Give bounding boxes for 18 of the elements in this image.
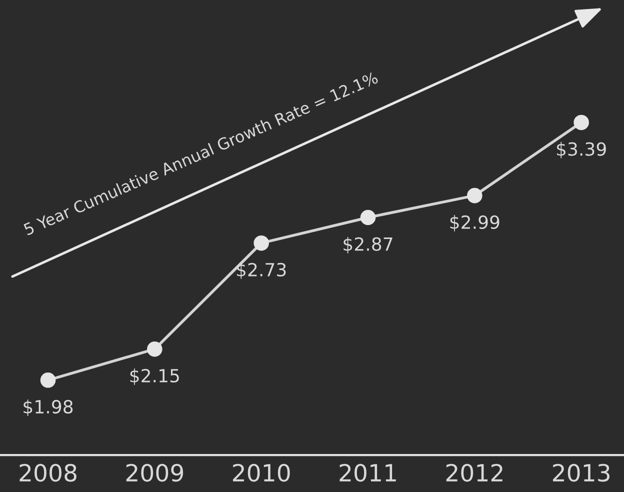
data-label: $2.87 xyxy=(344,236,392,254)
point xyxy=(40,372,56,388)
data-label: $1.98 xyxy=(24,400,73,416)
data-label: $2.99 xyxy=(450,215,500,232)
point xyxy=(147,341,162,357)
x-tick-label: 2009 xyxy=(126,464,184,482)
x-tick-label: 2010 xyxy=(233,464,290,482)
point xyxy=(360,210,376,226)
x-tick-label: 2012 xyxy=(446,464,502,482)
x-tick-label: 2011 xyxy=(340,464,396,482)
data-label: $2.15 xyxy=(130,368,179,385)
x-tick-label: 2013 xyxy=(553,464,610,482)
x-tick-label: 2008 xyxy=(20,464,76,482)
point xyxy=(574,114,589,130)
point xyxy=(254,235,269,251)
data-label: $3.39 xyxy=(556,142,606,158)
data-label: $2.73 xyxy=(236,262,286,279)
point xyxy=(467,188,482,204)
